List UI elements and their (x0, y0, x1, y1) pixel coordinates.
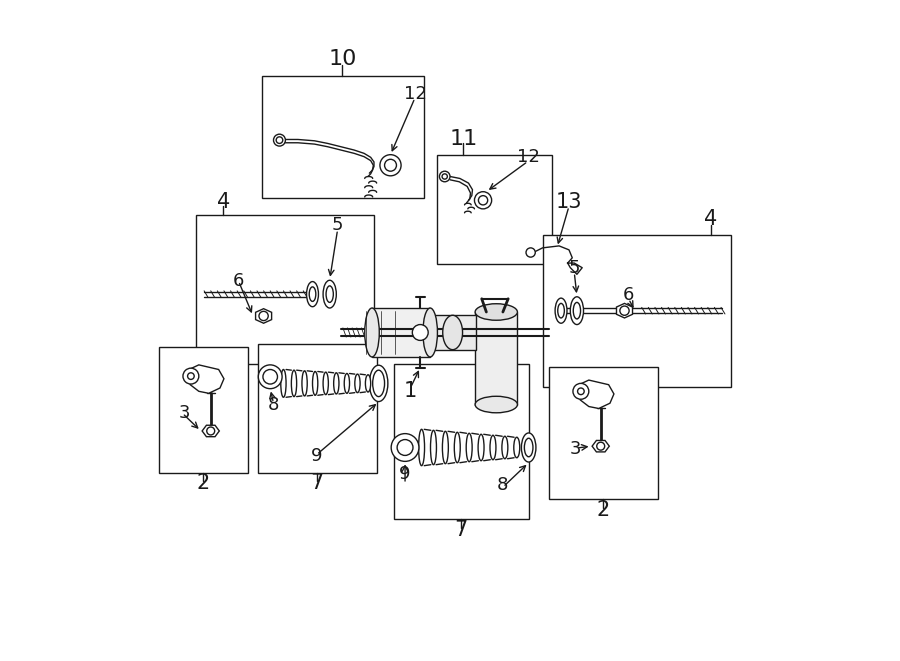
Circle shape (207, 427, 215, 435)
Text: 6: 6 (233, 272, 244, 290)
Circle shape (183, 368, 199, 384)
Circle shape (620, 306, 629, 315)
Ellipse shape (478, 434, 484, 461)
Text: 5: 5 (332, 215, 344, 234)
Text: 7: 7 (454, 520, 468, 540)
Ellipse shape (418, 430, 425, 465)
Circle shape (479, 196, 488, 205)
Ellipse shape (454, 432, 460, 463)
Text: 6: 6 (623, 286, 634, 304)
Polygon shape (616, 303, 633, 318)
Circle shape (259, 311, 268, 321)
Ellipse shape (369, 365, 388, 401)
Ellipse shape (302, 371, 307, 396)
Text: 12: 12 (517, 148, 539, 167)
Text: 9: 9 (400, 465, 410, 483)
Circle shape (578, 388, 584, 395)
Ellipse shape (365, 375, 371, 392)
Text: 4: 4 (217, 192, 230, 212)
Ellipse shape (514, 438, 519, 457)
Circle shape (597, 442, 605, 450)
Circle shape (573, 383, 589, 399)
Ellipse shape (558, 303, 564, 318)
Text: 11: 11 (449, 129, 477, 149)
Ellipse shape (355, 374, 360, 393)
Circle shape (442, 174, 447, 179)
Ellipse shape (292, 370, 297, 397)
Circle shape (258, 365, 282, 389)
Circle shape (412, 325, 428, 340)
Polygon shape (579, 380, 614, 408)
Bar (549, 367, 658, 499)
Bar (159, 347, 248, 473)
Polygon shape (202, 425, 220, 437)
Bar (543, 235, 731, 387)
Circle shape (526, 248, 536, 257)
Ellipse shape (466, 434, 472, 461)
Bar (394, 364, 529, 519)
Polygon shape (189, 365, 224, 393)
Ellipse shape (490, 435, 496, 460)
Ellipse shape (323, 372, 328, 395)
Circle shape (276, 137, 283, 143)
Bar (436, 155, 553, 264)
Ellipse shape (344, 373, 349, 393)
Ellipse shape (573, 302, 580, 319)
Ellipse shape (525, 438, 533, 457)
Text: 1: 1 (404, 381, 417, 401)
Text: 2: 2 (197, 473, 210, 492)
Ellipse shape (334, 373, 339, 394)
Text: 2: 2 (597, 500, 610, 520)
Ellipse shape (521, 433, 535, 462)
Ellipse shape (326, 286, 333, 302)
Text: 8: 8 (268, 395, 279, 414)
Ellipse shape (443, 431, 448, 464)
Ellipse shape (307, 282, 319, 307)
Ellipse shape (310, 287, 316, 301)
Ellipse shape (430, 430, 436, 465)
Circle shape (274, 134, 285, 146)
Circle shape (439, 171, 450, 182)
Ellipse shape (373, 370, 384, 397)
Bar (428, 315, 476, 350)
Text: 13: 13 (555, 192, 582, 212)
Polygon shape (592, 440, 609, 452)
Circle shape (474, 192, 491, 209)
Bar (195, 215, 374, 364)
Text: 3: 3 (178, 404, 190, 422)
Bar (372, 308, 430, 357)
Circle shape (397, 440, 413, 455)
Polygon shape (256, 309, 272, 323)
Ellipse shape (323, 280, 337, 308)
Text: 12: 12 (403, 85, 427, 103)
Text: 9: 9 (310, 447, 322, 465)
Ellipse shape (571, 297, 583, 325)
Ellipse shape (364, 308, 379, 357)
Ellipse shape (502, 436, 508, 459)
Ellipse shape (423, 308, 437, 357)
Circle shape (187, 373, 194, 379)
Text: 4: 4 (705, 210, 717, 229)
Text: 8: 8 (497, 475, 508, 494)
Text: 5: 5 (569, 258, 580, 277)
Text: 10: 10 (328, 50, 356, 69)
Bar (475, 312, 518, 405)
Circle shape (384, 159, 397, 171)
Bar (262, 76, 424, 198)
Circle shape (380, 155, 401, 176)
Text: 7: 7 (310, 473, 324, 492)
Text: 3: 3 (570, 440, 581, 459)
Ellipse shape (443, 315, 463, 350)
Ellipse shape (555, 298, 567, 323)
Ellipse shape (312, 371, 318, 395)
Ellipse shape (281, 369, 286, 397)
Bar (258, 344, 377, 473)
Circle shape (392, 434, 418, 461)
Ellipse shape (475, 396, 518, 412)
Circle shape (263, 369, 277, 384)
Ellipse shape (475, 303, 518, 320)
